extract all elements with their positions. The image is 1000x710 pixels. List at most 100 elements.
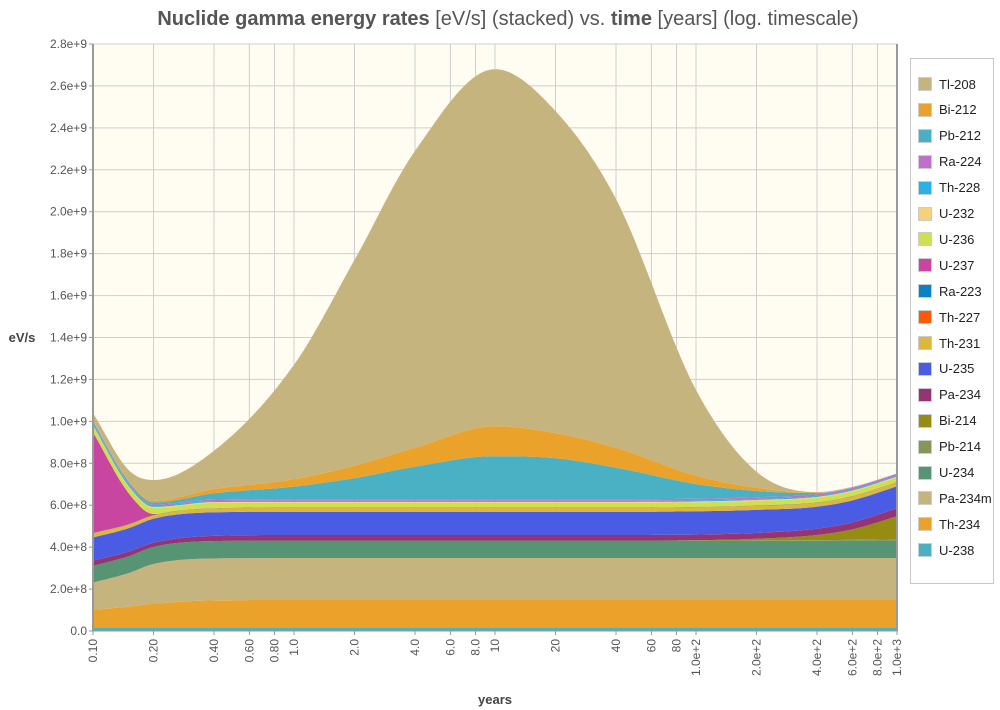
- legend-label: Th-228: [939, 180, 981, 196]
- title-part: time: [610, 8, 652, 30]
- x-tick-label: 6.0e+2: [845, 639, 859, 676]
- area-u-234: [93, 540, 897, 583]
- title-part: [years] (log. timescale): [651, 8, 859, 30]
- legend-item-pb-212[interactable]: Pb-212: [918, 128, 981, 144]
- x-tick-label: 0.20: [147, 639, 161, 663]
- legend-item-th-234[interactable]: Th-234: [918, 516, 980, 532]
- legend-label: U-235: [939, 361, 975, 377]
- legend-swatch: [918, 543, 932, 558]
- legend-item-u-236[interactable]: U-236: [918, 231, 974, 247]
- y-tick-label: 1.6e+9: [50, 289, 87, 303]
- x-tick-label: 40: [609, 639, 623, 653]
- legend-item-u-238[interactable]: U-238: [918, 542, 974, 558]
- legend-swatch: [918, 128, 932, 143]
- area-th-234: [93, 600, 897, 628]
- legend-swatch: [918, 77, 932, 91]
- legend-label: Pa-234: [939, 387, 981, 403]
- legend-swatch: [918, 154, 932, 169]
- x-tick-label: 80: [670, 639, 684, 653]
- area-th-231: [93, 482, 897, 538]
- legend-item-u-235[interactable]: U-235: [918, 361, 974, 377]
- legend-item-u-237[interactable]: U-237: [918, 257, 974, 273]
- legend-label: Pa-234m: [939, 490, 992, 506]
- legend-swatch: [918, 206, 932, 221]
- y-tick-label: 8.0e+8: [50, 456, 87, 470]
- legend-label: U-237: [939, 257, 975, 273]
- legend-label: Ra-224: [939, 154, 982, 170]
- y-tick-label: 1.2e+9: [50, 372, 87, 386]
- x-tick-label: 1.0e+3: [890, 639, 904, 676]
- y-tick-label: 1.0e+9: [50, 414, 87, 428]
- legend: Tl-208 Bi-212 Pb-212 Ra-224 Th-228 U-232 U-236…: [910, 58, 994, 584]
- legend-label: Pb-212: [939, 128, 981, 144]
- legend-label: Bi-212: [939, 102, 977, 118]
- x-tick-label: 1.0: [287, 639, 301, 656]
- legend-swatch: [918, 336, 932, 350]
- y-axis-label: eV/s: [9, 330, 36, 345]
- legend-item-th-231[interactable]: Th-231: [918, 335, 980, 351]
- x-tick-label: 4.0e+2: [810, 639, 824, 676]
- x-tick-label: 0.10: [86, 639, 100, 663]
- y-tick-label: 4.0e+8: [50, 540, 87, 554]
- x-tick-label: 0.40: [207, 639, 221, 663]
- x-tick-label: 1.0e+2: [689, 639, 703, 676]
- legend-item-ra-223[interactable]: Ra-223: [918, 283, 982, 299]
- legend-item-pb-214[interactable]: Pb-214: [918, 439, 981, 455]
- y-tick-label: 0.0: [70, 624, 87, 638]
- x-tick-label: 2.0e+2: [750, 639, 764, 676]
- y-tick-label: 6.0e+8: [50, 498, 87, 512]
- legend-label: Th-227: [939, 309, 981, 325]
- legend-item-bi-214[interactable]: Bi-214: [918, 413, 977, 429]
- x-tick-label: 8.0: [469, 639, 483, 656]
- legend-label: Pb-214: [939, 439, 981, 455]
- y-tick-label: 2.8e+9: [50, 37, 87, 51]
- area-bi-212: [93, 420, 897, 503]
- x-tick-label: 8.0e+2: [871, 639, 885, 676]
- legend-item-pa-234m[interactable]: Pa-234m: [918, 490, 992, 506]
- legend-swatch: [918, 491, 932, 506]
- legend-item-bi-212[interactable]: Bi-212: [918, 102, 977, 118]
- legend-swatch: [918, 258, 932, 273]
- legend-swatch: [918, 413, 932, 428]
- area-u-238: [93, 627, 897, 631]
- legend-item-th-228[interactable]: Th-228: [918, 180, 980, 196]
- legend-label: U-232: [939, 206, 975, 221]
- legend-swatch: [918, 310, 932, 325]
- x-tick-label: 0.60: [242, 639, 256, 663]
- x-tick-label: 10: [488, 639, 502, 653]
- legend-swatch: [918, 102, 932, 117]
- area-th-227: [93, 482, 897, 534]
- legend-item-pa-234[interactable]: Pa-234: [918, 387, 981, 403]
- y-tick-label: 2.4e+9: [50, 121, 87, 135]
- area-pb-212: [93, 420, 897, 505]
- x-axis-label: years: [478, 692, 512, 707]
- legend-label: U-234: [939, 465, 975, 480]
- x-tick-label: 2.0: [348, 639, 362, 656]
- legend-item-th-227[interactable]: Th-227: [918, 309, 980, 325]
- x-tick-label: 4.0: [408, 639, 422, 656]
- legend-swatch: [918, 361, 932, 376]
- legend-label: Th-234: [939, 516, 981, 532]
- legend-item-ra-224[interactable]: Ra-224: [918, 154, 982, 170]
- legend-label: Ra-223: [939, 283, 982, 299]
- area-pa-234: [93, 508, 897, 566]
- y-tick-label: 2.0e+9: [50, 205, 87, 219]
- x-tick-label: 60: [644, 639, 658, 653]
- legend-swatch: [918, 284, 932, 299]
- y-tick-label: 1.8e+9: [50, 247, 87, 261]
- x-tick-label: 0.80: [268, 639, 282, 663]
- legend-label: U-236: [939, 231, 975, 247]
- area-u-235: [93, 486, 897, 561]
- legend-swatch: [918, 387, 932, 402]
- legend-label: Tl-208: [939, 76, 976, 92]
- title-part: [eV/s] (stacked) vs.: [429, 8, 611, 30]
- area-tl-208: [93, 69, 897, 501]
- legend-item-tl-208[interactable]: Tl-208: [918, 76, 976, 92]
- legend-label: Th-231: [939, 335, 981, 351]
- legend-item-u-232[interactable]: U-232: [918, 206, 974, 222]
- legend-swatch: [918, 517, 932, 532]
- legend-item-u-234[interactable]: U-234: [918, 465, 974, 481]
- legend-swatch: [918, 439, 932, 454]
- title-part: Nuclide gamma energy rates: [157, 8, 430, 30]
- area-ra-223: [93, 481, 897, 534]
